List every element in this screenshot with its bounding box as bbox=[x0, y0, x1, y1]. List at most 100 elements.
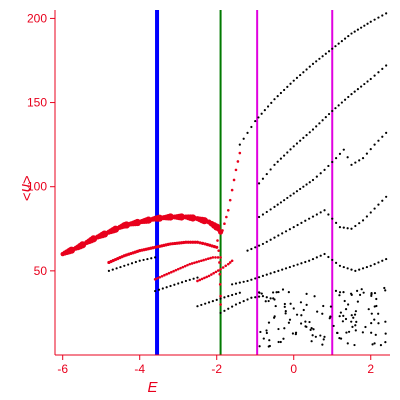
data-point bbox=[300, 262, 303, 265]
data-point bbox=[281, 268, 284, 271]
data-point bbox=[324, 116, 327, 119]
data-point bbox=[360, 26, 363, 29]
data-point bbox=[342, 265, 345, 269]
data-point bbox=[364, 325, 367, 329]
data-point bbox=[205, 275, 209, 279]
data-point bbox=[352, 316, 355, 319]
data-point bbox=[150, 257, 153, 260]
data-point bbox=[163, 273, 166, 277]
data-point bbox=[373, 207, 376, 210]
data-point bbox=[111, 268, 114, 271]
data-point bbox=[257, 116, 260, 119]
data-point bbox=[361, 267, 365, 270]
data-point bbox=[385, 64, 388, 67]
data-point bbox=[288, 318, 292, 321]
data-point bbox=[354, 161, 357, 164]
data-point bbox=[377, 261, 380, 264]
data-point bbox=[250, 296, 253, 299]
x-axis-title: E bbox=[147, 379, 158, 396]
data-point bbox=[369, 77, 372, 81]
data-point bbox=[268, 344, 271, 348]
data-point bbox=[381, 199, 384, 202]
data-point bbox=[223, 309, 226, 312]
data-point bbox=[311, 334, 314, 337]
data-point bbox=[274, 304, 277, 308]
data-point bbox=[214, 270, 218, 274]
data-point bbox=[361, 331, 364, 334]
data-point bbox=[315, 175, 318, 178]
data-point bbox=[379, 344, 383, 347]
data-point bbox=[350, 32, 353, 35]
data-point bbox=[370, 294, 373, 297]
data-point bbox=[360, 85, 363, 88]
data-point bbox=[287, 291, 290, 294]
data-point bbox=[331, 217, 334, 220]
data-point bbox=[373, 291, 377, 295]
data-point bbox=[305, 68, 308, 71]
data-point bbox=[211, 300, 214, 303]
data-point bbox=[314, 335, 317, 338]
data-point bbox=[146, 257, 149, 261]
data-point bbox=[265, 240, 268, 243]
data-point bbox=[250, 278, 253, 281]
data-point bbox=[299, 139, 302, 142]
data-point bbox=[180, 281, 184, 284]
data-point bbox=[343, 299, 346, 303]
data-point bbox=[366, 80, 369, 83]
data-point bbox=[354, 269, 357, 272]
data-point bbox=[308, 259, 311, 262]
data-point bbox=[257, 276, 261, 279]
data-point bbox=[358, 268, 361, 271]
data-point bbox=[188, 262, 192, 266]
data-point bbox=[186, 240, 190, 244]
data-point bbox=[319, 211, 322, 214]
data-point bbox=[242, 300, 245, 303]
data-point bbox=[375, 297, 378, 301]
data-point bbox=[367, 308, 370, 311]
data-point bbox=[370, 322, 373, 325]
data-point bbox=[258, 291, 261, 294]
data-point bbox=[373, 18, 376, 21]
data-point bbox=[365, 152, 368, 155]
data-point bbox=[312, 328, 315, 331]
data-point bbox=[193, 240, 197, 244]
data-point bbox=[354, 224, 357, 228]
data-point bbox=[328, 317, 331, 320]
data-point bbox=[277, 269, 280, 272]
data-point bbox=[318, 122, 321, 125]
data-point bbox=[279, 201, 283, 204]
data-point bbox=[343, 37, 347, 40]
data-point bbox=[385, 12, 388, 15]
data-point bbox=[353, 90, 356, 93]
data-point bbox=[107, 269, 111, 272]
data-point bbox=[273, 163, 276, 166]
data-point bbox=[234, 303, 238, 306]
data-point bbox=[232, 178, 236, 182]
data-point bbox=[257, 215, 261, 219]
data-point bbox=[321, 119, 324, 122]
data-point bbox=[228, 261, 232, 264]
data-point bbox=[281, 288, 285, 291]
data-point bbox=[346, 227, 349, 230]
data-point bbox=[279, 91, 283, 95]
data-point bbox=[242, 137, 245, 140]
data-point bbox=[305, 292, 308, 296]
data-point bbox=[337, 42, 340, 45]
data-point bbox=[283, 327, 286, 330]
data-point bbox=[212, 271, 215, 275]
data-point bbox=[276, 160, 279, 163]
data-point bbox=[304, 320, 307, 323]
data-point bbox=[373, 74, 376, 77]
data-point bbox=[373, 342, 376, 345]
data-point bbox=[353, 313, 357, 316]
data-point bbox=[341, 320, 344, 323]
data-point bbox=[323, 252, 326, 256]
data-point bbox=[300, 221, 303, 224]
data-point bbox=[238, 151, 242, 155]
data-point bbox=[323, 335, 326, 338]
data-point bbox=[305, 303, 308, 306]
data-point bbox=[273, 271, 276, 274]
data-point bbox=[257, 244, 261, 247]
data-point bbox=[273, 205, 276, 209]
